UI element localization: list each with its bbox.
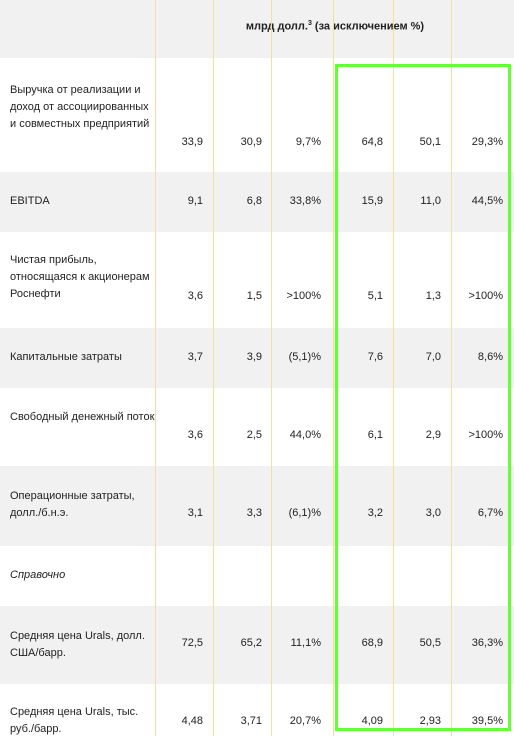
row-label: Средняя цена Urals, долл. США/барр. [10, 630, 145, 659]
row-label: Выручка от реализации и доход от ассоции… [10, 84, 150, 130]
column-divider [393, 0, 394, 736]
table-row-capex: Капитальные затраты 3,7 3,9 (5,1)% 7,6 7… [0, 328, 514, 388]
cell-value: 15,9 [361, 195, 383, 207]
cell-value: (5,1)% [288, 351, 321, 363]
cell-value: 44,0% [289, 429, 321, 441]
cell-value: 3,6 [187, 290, 203, 302]
cell-value: 2,9 [425, 429, 441, 441]
cell-value: 50,5 [419, 637, 441, 649]
cell-value: 29,3% [471, 136, 503, 148]
cell-value: >100% [468, 290, 503, 302]
cell-value: 68,9 [361, 637, 383, 649]
cell-value: 3,6 [187, 429, 203, 441]
column-divider [213, 0, 214, 736]
cell-value: 1,3 [425, 290, 441, 302]
cell-value: 6,1 [367, 429, 383, 441]
table-row-free-cash-flow: Свободный денежный поток 3,6 2,5 44,0% 6… [0, 388, 514, 466]
unit-footnote-ref: 3 [307, 20, 312, 27]
cell-value: 20,7% [289, 715, 321, 727]
cell-value: 9,7% [295, 136, 321, 148]
row-label: Свободный денежный поток [10, 411, 155, 423]
table-row-urals-rub: Средняя цена Urals, тыс. руб./барр. 4,48… [0, 684, 514, 736]
cell-value: 30,9 [240, 136, 262, 148]
table-row-reference-heading: Справочно [0, 546, 514, 606]
cell-value: 7,6 [367, 351, 383, 363]
cell-value: >100% [468, 429, 503, 441]
unit-caption: млрд долл.3 (за исключением %) [156, 20, 514, 33]
cell-value: 33,8% [289, 195, 321, 207]
cell-value: 33,9 [181, 136, 203, 148]
cell-value: 7,0 [425, 351, 441, 363]
row-label: Чистая прибыль, относящаяся к акционерам… [10, 254, 150, 300]
unit-suffix: (за исключением %) [311, 20, 425, 33]
table-header: млрд долл.3 (за исключением %) [0, 0, 514, 58]
section-label: Справочно [10, 569, 66, 581]
table-row-opex: Операционные затраты, долл./б.н.э. 3,1 3… [0, 466, 514, 546]
row-label: Капитальные затраты [10, 351, 122, 363]
table-row-ebitda: EBITDA 9,1 6,8 33,8% 15,9 11,0 44,5% [0, 172, 514, 232]
cell-value: 3,9 [246, 351, 262, 363]
cell-value: 6,8 [246, 195, 262, 207]
row-label: EBITDA [10, 195, 50, 207]
cell-value: 1,5 [246, 290, 262, 302]
cell-value: 3,3 [246, 507, 262, 519]
row-label: Операционные затраты, долл./б.н.э. [10, 490, 135, 519]
column-divider [333, 0, 334, 736]
cell-value: 4,48 [181, 715, 203, 727]
cell-value: 11,0 [420, 195, 441, 207]
cell-value: >100% [286, 290, 321, 302]
table-row-revenue: Выручка от реализации и доход от ассоции… [0, 58, 514, 172]
cell-value: 8,6% [477, 351, 503, 363]
cell-value: 4,09 [361, 715, 383, 727]
cell-value: 3,0 [425, 507, 441, 519]
cell-value: 39,5% [471, 715, 503, 727]
cell-value: 64,8 [361, 136, 383, 148]
cell-value: 72,5 [181, 637, 203, 649]
cell-value: 3,1 [187, 507, 203, 519]
column-divider [451, 0, 452, 736]
cell-value: 65,2 [240, 637, 262, 649]
cell-value: 3,7 [187, 351, 203, 363]
cell-value: 44,5% [471, 195, 503, 207]
row-label: Средняя цена Urals, тыс. руб./барр. [10, 706, 139, 735]
cell-value: 36,3% [471, 637, 503, 649]
cell-value: 6,7% [477, 507, 503, 519]
cell-value: 2,93 [419, 715, 441, 727]
cell-value: 9,1 [187, 195, 203, 207]
column-divider [271, 0, 272, 736]
cell-value: 11,1% [290, 637, 321, 649]
cell-value: 3,2 [367, 507, 383, 519]
cell-value: 5,1 [367, 290, 383, 302]
cell-value: 2,5 [246, 429, 262, 441]
table-row-net-income: Чистая прибыль, относящаяся к акционерам… [0, 232, 514, 328]
cell-value: 3,71 [240, 715, 262, 727]
column-divider [155, 0, 156, 736]
unit-prefix: млрд долл. [245, 20, 308, 33]
table-row-urals-usd: Средняя цена Urals, долл. США/барр. 72,5… [0, 606, 514, 684]
cell-value: (6,1)% [288, 507, 321, 519]
cell-value: 50,1 [419, 136, 441, 148]
